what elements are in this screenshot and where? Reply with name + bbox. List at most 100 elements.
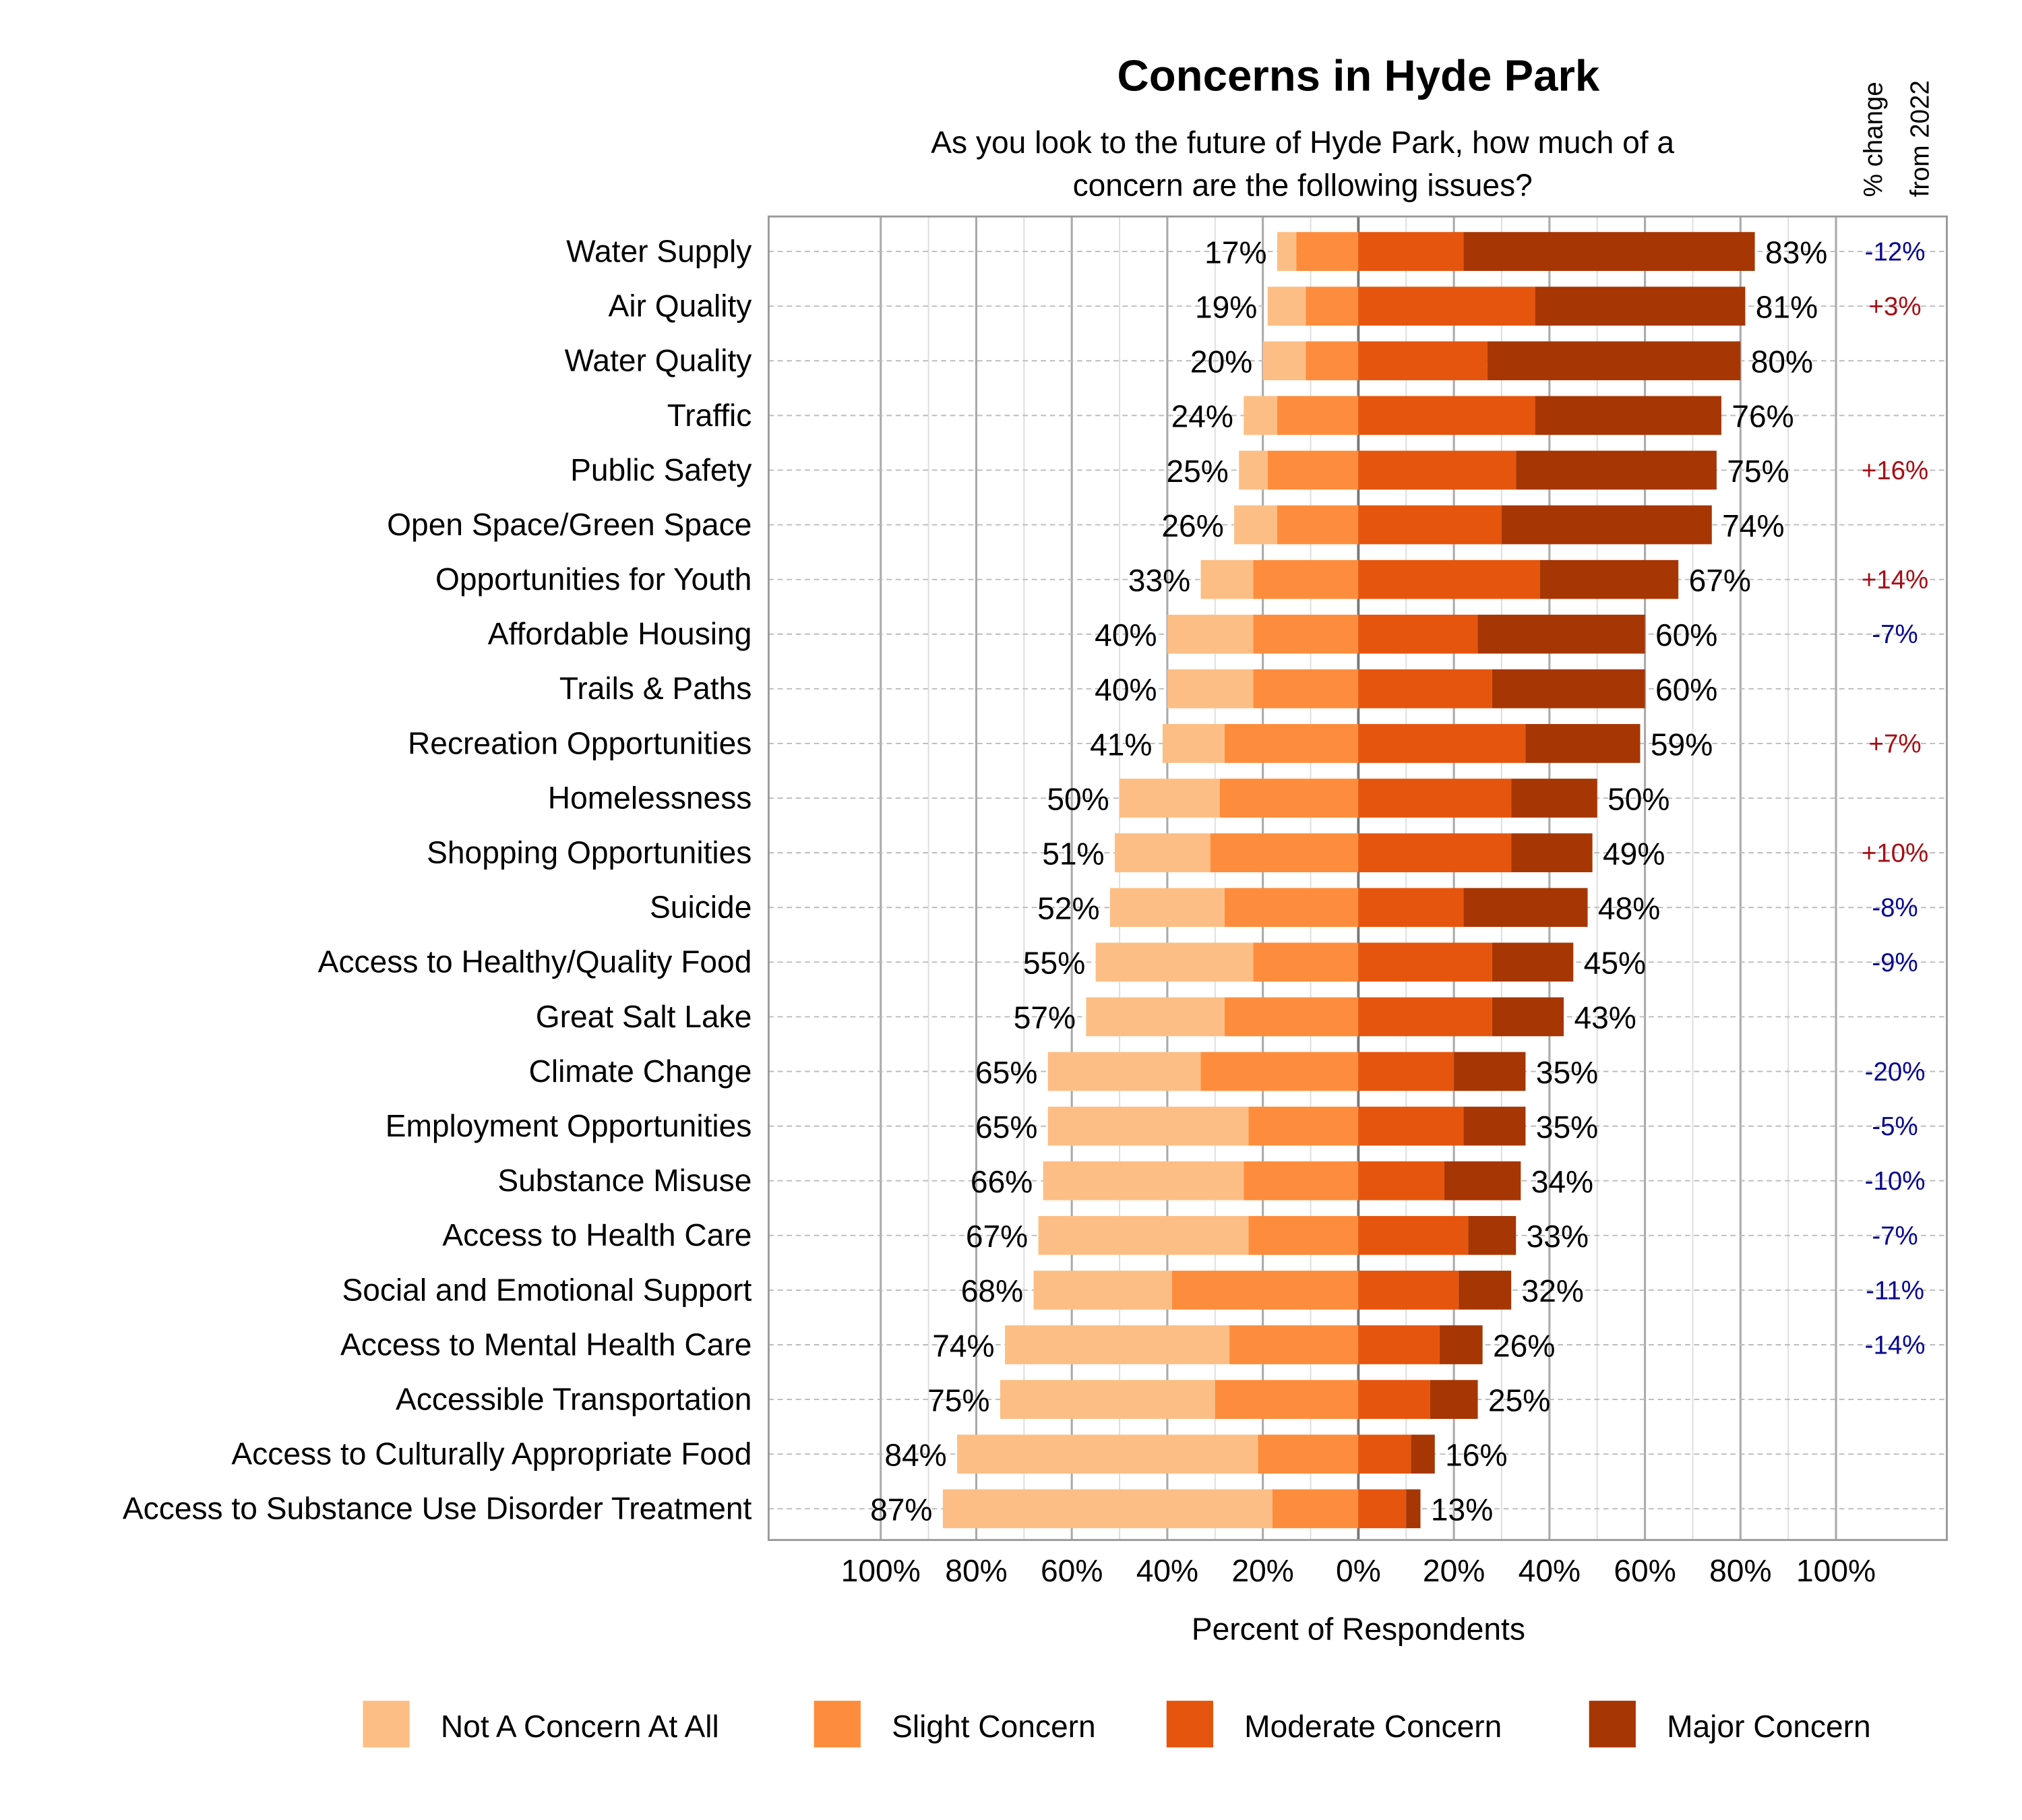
right-total-label: 43%	[1574, 1000, 1636, 1035]
bar-slight-concern	[1272, 1489, 1359, 1529]
bar-not-a-concern	[1200, 559, 1254, 599]
bar-slight-concern	[1224, 724, 1359, 763]
left-total-label: 40%	[1095, 672, 1157, 707]
change-from-2022-label: +14%	[1862, 566, 1928, 595]
right-total-label: 48%	[1598, 891, 1660, 926]
x-tick-label: 40%	[1136, 1553, 1198, 1588]
category-label: Traffic	[667, 398, 752, 433]
left-total-label: 55%	[1023, 946, 1085, 981]
bar-not-a-concern	[1114, 833, 1211, 872]
category-row: Trails & Paths 40% 60%	[559, 669, 1717, 708]
category-row: Access to Substance Use Disorder Treatme…	[123, 1489, 1493, 1529]
category-label: Public Safety	[570, 452, 752, 487]
left-total-label: 51%	[1042, 836, 1104, 871]
bar-not-a-concern	[1262, 341, 1306, 381]
category-label: Air Quality	[609, 289, 752, 324]
category-row: Shopping Opportunities 51% 49% +10%	[427, 833, 1928, 872]
bar-moderate-concern	[1358, 669, 1492, 708]
right-total-label: 74%	[1722, 508, 1784, 543]
right-total-label: 80%	[1751, 344, 1813, 380]
bar-not-a-concern	[1234, 505, 1277, 545]
bar-slight-concern	[1296, 232, 1359, 271]
bar-major-concern	[1501, 505, 1712, 545]
bar-moderate-concern	[1358, 341, 1488, 381]
x-tick-label: 40%	[1519, 1553, 1581, 1588]
bar-moderate-concern	[1358, 505, 1502, 545]
change-from-2022-label: +3%	[1869, 293, 1922, 322]
bar-slight-concern	[1244, 1161, 1359, 1201]
x-tick-label: 20%	[1423, 1553, 1485, 1588]
bar-major-concern	[1487, 341, 1741, 381]
category-label: Trails & Paths	[559, 671, 752, 706]
bar-not-a-concern	[1043, 1161, 1244, 1201]
bar-slight-concern	[1210, 833, 1359, 872]
x-tick-label: 0%	[1336, 1553, 1381, 1588]
bar-not-a-concern	[1167, 669, 1254, 708]
bar-slight-concern	[1253, 669, 1359, 708]
category-row: Opportunities for Youth 33% 67% +14%	[435, 559, 1928, 599]
bar-not-a-concern	[1109, 888, 1225, 928]
category-label: Accessible Transportation	[396, 1381, 752, 1416]
bar-slight-concern	[1224, 997, 1359, 1037]
change-from-2022-label: -7%	[1872, 620, 1918, 649]
bar-moderate-concern	[1358, 1106, 1464, 1146]
bar-not-a-concern	[1167, 614, 1254, 654]
category-row: Substance Misuse 66% 34% -10%	[497, 1161, 1925, 1201]
x-tick-label: 100%	[1796, 1553, 1876, 1588]
left-total-label: 41%	[1090, 727, 1152, 762]
bar-major-concern	[1463, 1106, 1526, 1146]
bar-major-concern	[1454, 1052, 1526, 1091]
left-total-label: 67%	[966, 1219, 1028, 1254]
x-axis-label: Percent of Respondents	[1192, 1612, 1525, 1647]
category-label: Substance Misuse	[497, 1163, 752, 1198]
left-total-label: 74%	[932, 1328, 994, 1363]
x-tick-label: 80%	[1709, 1553, 1771, 1588]
bar-not-a-concern	[1000, 1380, 1215, 1419]
right-total-label: 67%	[1689, 563, 1751, 598]
change-from-2022-label: +10%	[1862, 839, 1928, 868]
bar-slight-concern	[1219, 779, 1359, 818]
bar-slight-concern	[1224, 888, 1359, 928]
category-row: Open Space/Green Space 26% 74%	[387, 505, 1785, 545]
category-row: Access to Mental Health Care 74% 26% -14%	[340, 1325, 1925, 1364]
legend-swatch	[363, 1701, 410, 1748]
chart-subtitle-line-1: As you look to the future of Hyde Park, …	[931, 125, 1674, 160]
bar-slight-concern	[1277, 396, 1359, 435]
left-total-label: 25%	[1166, 454, 1228, 489]
bar-slight-concern	[1306, 341, 1359, 381]
left-total-label: 52%	[1037, 891, 1099, 926]
change-from-2022-label: -11%	[1866, 1276, 1924, 1305]
chart-title: Concerns in Hyde Park	[1117, 51, 1600, 100]
bar-moderate-concern	[1358, 1052, 1454, 1091]
category-label: Water Supply	[566, 233, 752, 268]
bar-not-a-concern	[1047, 1106, 1249, 1146]
category-row: Great Salt Lake 57% 43%	[536, 997, 1636, 1037]
category-row: Public Safety 25% 75% +16%	[570, 450, 1928, 490]
right-total-label: 59%	[1651, 727, 1713, 762]
bar-rows: Water Supply 17% 83% -12% Air Quality 19% 81% +…	[123, 232, 1928, 1529]
right-total-label: 76%	[1732, 399, 1794, 434]
bar-major-concern	[1459, 1271, 1512, 1310]
bar-major-concern	[1539, 559, 1679, 599]
bar-major-concern	[1492, 997, 1564, 1037]
right-total-label: 60%	[1655, 672, 1717, 707]
bar-slight-concern	[1267, 450, 1359, 490]
legend-label: Not A Concern At All	[441, 1709, 719, 1744]
change-header-line-2: from 2022	[1906, 80, 1935, 197]
category-row: Recreation Opportunities 41% 59% +7%	[408, 724, 1922, 763]
bar-major-concern	[1444, 1161, 1521, 1201]
bar-major-concern	[1430, 1380, 1478, 1419]
bar-not-a-concern	[1239, 450, 1268, 490]
change-from-2022-label: -10%	[1865, 1167, 1926, 1196]
category-label: Opportunities for Youth	[435, 562, 752, 597]
category-label: Access to Healthy/Quality Food	[318, 944, 752, 979]
bar-slight-concern	[1306, 286, 1359, 326]
category-row: Access to Health Care 67% 33% -7%	[442, 1215, 1918, 1255]
bar-not-a-concern	[1162, 724, 1225, 763]
bar-moderate-concern	[1358, 1161, 1444, 1201]
bar-major-concern	[1511, 779, 1597, 818]
plot-frame	[767, 215, 1948, 1542]
right-total-label: 13%	[1431, 1492, 1493, 1527]
category-label: Water Quality	[565, 343, 752, 378]
bar-major-concern	[1468, 1215, 1516, 1255]
